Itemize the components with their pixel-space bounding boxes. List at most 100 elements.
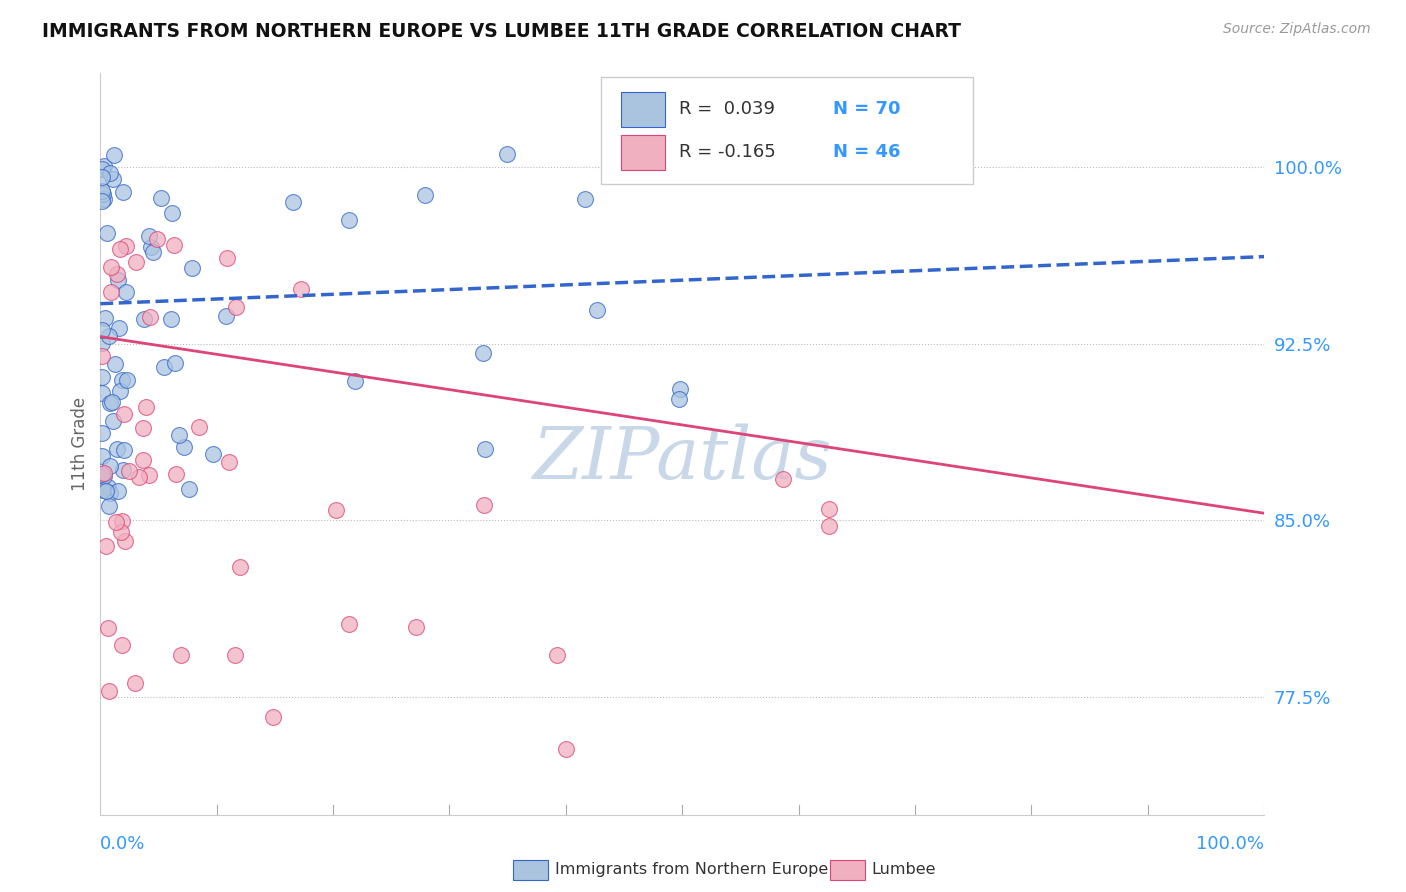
- Point: [108, 243, 131, 257]
- Point: [413, 187, 436, 202]
- Text: 100.0%: 100.0%: [1197, 835, 1264, 853]
- Point: [90, 425, 112, 440]
- Point: [107, 483, 129, 498]
- Point: [97, 480, 120, 494]
- Point: [125, 255, 148, 269]
- Point: [179, 483, 201, 497]
- Point: [93, 469, 115, 483]
- Point: [668, 383, 690, 397]
- Point: [100, 395, 122, 409]
- Point: [115, 285, 138, 299]
- Point: [112, 186, 135, 200]
- Point: [167, 427, 190, 442]
- Point: [90, 370, 112, 384]
- Point: [132, 311, 155, 326]
- Point: [90, 194, 112, 208]
- Point: [471, 346, 494, 360]
- Point: [105, 515, 128, 529]
- Text: Lumbee: Lumbee: [872, 863, 936, 877]
- Point: [139, 240, 162, 254]
- Point: [343, 375, 366, 389]
- Point: [118, 464, 141, 478]
- Point: [262, 709, 284, 723]
- Point: [105, 267, 128, 281]
- Point: [215, 252, 238, 266]
- Point: [160, 206, 183, 220]
- Point: [135, 400, 157, 414]
- FancyBboxPatch shape: [620, 135, 665, 170]
- Point: [173, 440, 195, 454]
- Point: [90, 323, 112, 337]
- Point: [111, 638, 134, 652]
- Point: [818, 518, 841, 533]
- Point: [128, 470, 150, 484]
- Point: [103, 148, 125, 162]
- Point: [325, 503, 347, 517]
- Point: [162, 238, 184, 252]
- Point: [90, 467, 112, 481]
- Point: [111, 372, 134, 386]
- Point: [101, 172, 124, 186]
- Point: [101, 395, 124, 409]
- Point: [114, 239, 136, 253]
- Point: [98, 166, 121, 180]
- Point: [94, 484, 117, 499]
- Point: [224, 648, 246, 663]
- Point: [90, 468, 112, 483]
- Point: [555, 741, 578, 756]
- Point: [110, 384, 132, 398]
- Point: [93, 159, 115, 173]
- Point: [668, 392, 690, 406]
- Text: IMMIGRANTS FROM NORTHERN EUROPE VS LUMBEE 11TH GRADE CORRELATION CHART: IMMIGRANTS FROM NORTHERN EUROPE VS LUMBE…: [42, 22, 962, 41]
- Point: [107, 273, 129, 287]
- Point: [93, 187, 115, 202]
- Point: [165, 356, 187, 370]
- Point: [202, 447, 225, 461]
- Point: [139, 310, 162, 325]
- Point: [574, 192, 596, 206]
- Point: [138, 229, 160, 244]
- Point: [98, 329, 121, 343]
- Point: [150, 191, 173, 205]
- Point: [90, 184, 112, 198]
- Point: [495, 146, 517, 161]
- Point: [337, 617, 360, 632]
- Point: [90, 335, 112, 350]
- Point: [472, 499, 495, 513]
- Text: Immigrants from Northern Europe: Immigrants from Northern Europe: [555, 863, 828, 877]
- Point: [187, 419, 209, 434]
- Point: [405, 620, 427, 634]
- Point: [169, 648, 191, 662]
- Text: 0.0%: 0.0%: [100, 835, 146, 853]
- Point: [100, 285, 122, 299]
- Point: [90, 161, 112, 176]
- Text: R = -0.165: R = -0.165: [679, 144, 776, 161]
- Point: [218, 455, 240, 469]
- Point: [772, 471, 794, 485]
- Point: [281, 195, 304, 210]
- Point: [90, 449, 112, 463]
- Point: [159, 312, 181, 326]
- Point: [337, 212, 360, 227]
- Point: [180, 261, 202, 276]
- Point: [108, 321, 131, 335]
- Point: [98, 485, 121, 500]
- Point: [115, 373, 138, 387]
- Y-axis label: 11th Grade: 11th Grade: [72, 397, 89, 491]
- Point: [165, 467, 187, 482]
- Point: [98, 458, 121, 473]
- Point: [229, 560, 252, 574]
- Point: [112, 407, 135, 421]
- Point: [91, 349, 114, 363]
- Point: [112, 463, 135, 477]
- Point: [215, 309, 238, 323]
- Point: [91, 483, 114, 497]
- Point: [145, 232, 167, 246]
- Point: [112, 443, 135, 458]
- Point: [90, 385, 112, 400]
- Point: [720, 148, 742, 162]
- Point: [94, 539, 117, 553]
- Point: [132, 453, 155, 467]
- Point: [96, 621, 118, 635]
- Point: [101, 414, 124, 428]
